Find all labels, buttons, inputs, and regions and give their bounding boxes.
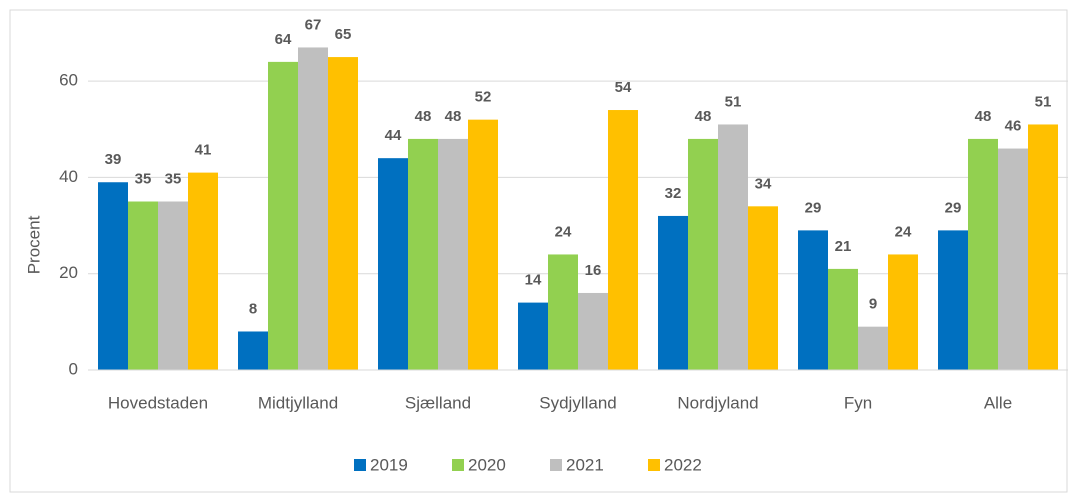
value-label: 52 xyxy=(475,89,492,106)
bar xyxy=(438,138,468,370)
y-tick-label: 0 xyxy=(69,359,78,378)
legend-label: 2021 xyxy=(566,455,604,474)
value-label: 48 xyxy=(695,108,712,125)
value-label: 51 xyxy=(1035,93,1052,110)
bar xyxy=(328,57,358,370)
bar xyxy=(828,268,858,370)
value-label: 29 xyxy=(945,199,962,216)
y-tick-label: 20 xyxy=(59,263,78,282)
x-tick-label: Hovedstaden xyxy=(108,393,208,412)
value-label: 9 xyxy=(869,296,877,313)
x-tick-label: Sydjylland xyxy=(539,393,617,412)
value-label: 35 xyxy=(165,170,182,187)
bar xyxy=(578,292,608,370)
value-label: 21 xyxy=(835,238,852,255)
bar xyxy=(378,158,408,370)
value-label: 39 xyxy=(105,151,122,168)
value-label: 65 xyxy=(335,26,352,43)
value-label: 35 xyxy=(135,170,152,187)
value-label: 48 xyxy=(975,108,992,125)
value-label: 24 xyxy=(895,223,912,240)
value-label: 48 xyxy=(445,108,462,125)
value-label: 51 xyxy=(725,93,742,110)
legend-label: 2019 xyxy=(370,455,408,474)
bar xyxy=(658,215,688,370)
value-label: 16 xyxy=(585,262,602,279)
bar xyxy=(298,47,328,370)
bar xyxy=(1028,124,1058,370)
bar xyxy=(858,326,888,370)
bar xyxy=(128,201,158,370)
bar xyxy=(98,182,128,370)
value-label: 41 xyxy=(195,142,212,159)
bar xyxy=(748,206,778,370)
value-label: 34 xyxy=(755,175,772,192)
value-label: 24 xyxy=(555,223,572,240)
bar xyxy=(268,61,298,371)
y-axis-label: Procent xyxy=(24,215,43,274)
value-label: 64 xyxy=(275,31,292,48)
legend-swatch xyxy=(648,459,660,471)
x-tick-label: Midtjylland xyxy=(258,393,338,412)
bar xyxy=(798,230,828,370)
bar xyxy=(238,331,268,370)
x-tick-label: Fyn xyxy=(844,393,872,412)
x-tick-label: Nordjyland xyxy=(677,393,758,412)
y-tick-label: 40 xyxy=(59,167,78,186)
value-label: 48 xyxy=(415,108,432,125)
chart-border xyxy=(9,9,1068,493)
value-label: 44 xyxy=(385,127,402,144)
bar xyxy=(158,201,188,370)
value-label: 29 xyxy=(805,199,822,216)
bar xyxy=(188,172,218,370)
bar xyxy=(468,119,498,371)
bar xyxy=(518,302,548,370)
legend-label: 2020 xyxy=(468,455,506,474)
y-tick-label: 60 xyxy=(59,71,78,90)
legend-swatch xyxy=(354,459,366,471)
bar xyxy=(548,254,578,370)
value-label: 46 xyxy=(1005,118,1022,135)
value-label: 14 xyxy=(525,272,542,289)
value-label: 54 xyxy=(615,79,632,96)
bar xyxy=(888,254,918,370)
bar xyxy=(718,124,748,370)
bar xyxy=(608,110,638,371)
legend-swatch xyxy=(550,459,562,471)
legend-label: 2022 xyxy=(664,455,702,474)
x-tick-label: Alle xyxy=(984,393,1012,412)
value-label: 32 xyxy=(665,185,682,202)
bar xyxy=(998,148,1028,370)
legend-swatch xyxy=(452,459,464,471)
x-tick-label: Sjælland xyxy=(405,393,471,412)
bar xyxy=(938,230,968,370)
bar xyxy=(968,138,998,370)
bar xyxy=(408,138,438,370)
value-label: 8 xyxy=(249,300,257,317)
bar xyxy=(688,138,718,370)
value-label: 67 xyxy=(305,16,322,33)
